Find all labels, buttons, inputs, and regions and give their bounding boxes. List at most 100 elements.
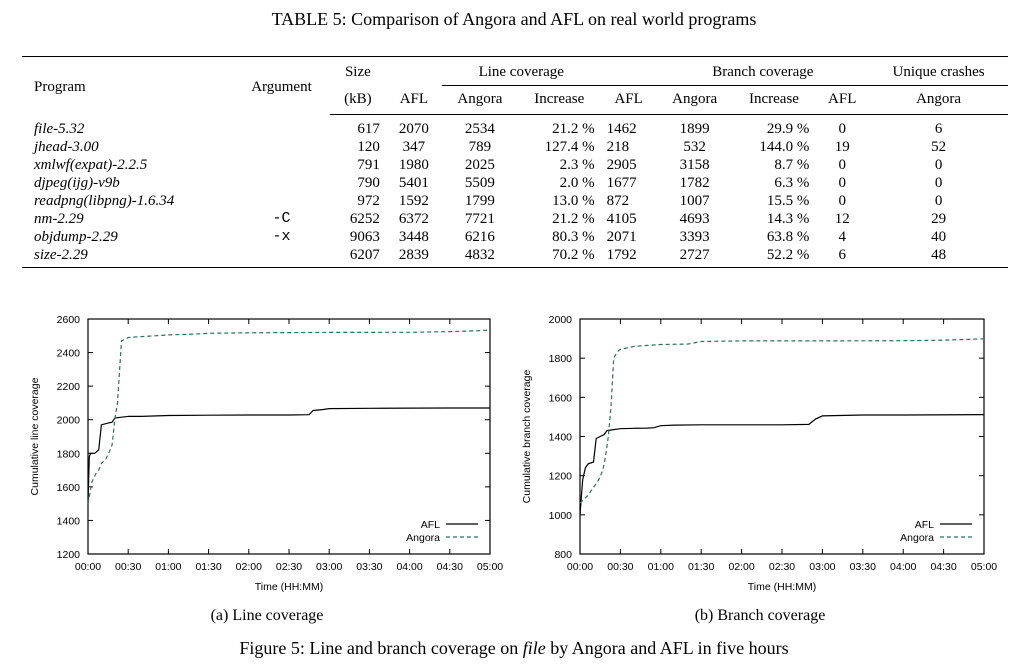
x-tick-label: 00:00	[567, 561, 593, 573]
y-tick-label: 2400	[57, 348, 81, 360]
cell-branch-increase: 29.9 %	[766, 121, 810, 137]
cell-program: objdump-2.29	[34, 229, 118, 245]
cell-line-afl: 6372	[398, 211, 429, 227]
y-tick-label: 2600	[57, 314, 81, 326]
cell-crash-afl: 4	[838, 229, 846, 245]
x-tick-label: 04:30	[930, 561, 956, 573]
cell-line-angora: 5509	[464, 175, 495, 191]
cell-program: djpeg(ijg)-v9b	[34, 175, 120, 191]
y-tick-label: 1400	[57, 515, 81, 527]
results-table: Program Argument Size Line coverage Bran…	[22, 56, 1008, 268]
y-tick-label: 1000	[549, 510, 573, 522]
cell-crash-angora: 0	[934, 193, 943, 209]
x-tick-label: 01:00	[648, 561, 674, 573]
figure-caption: Figure 5: Line and branch coverage on fi…	[0, 638, 1028, 659]
cell-line-increase: 70.2 %	[517, 246, 601, 268]
cell-branch-afl: 872	[606, 193, 630, 209]
cell-crash-angora: 6	[934, 121, 943, 137]
cell-crash-angora: 40	[931, 229, 947, 245]
table-row: file-5.32 617 2070 2534 21.2 % 1462 1899 29.9 %…	[22, 115, 1008, 139]
cell-crash-angora: 52	[931, 139, 947, 155]
cell-size: 790	[357, 175, 380, 191]
cell-argument	[233, 246, 330, 268]
cell-branch-afl: 1462	[606, 121, 637, 137]
header-branch-increase: Increase	[732, 85, 816, 115]
cell-branch-angora: 532	[683, 139, 706, 155]
cell-program: size-2.29	[22, 246, 234, 268]
cell-branch-angora: 1899	[679, 121, 710, 137]
y-axis-label: Cumulative branch coverage	[521, 370, 533, 504]
cell-crash-angora: 29	[931, 211, 947, 227]
cell-line-increase: 21.2 %	[552, 211, 595, 227]
x-axis-label: Time (HH:MM)	[748, 581, 816, 593]
header-size: Size	[329, 56, 386, 86]
header-branch-coverage: Branch coverage	[656, 56, 870, 86]
x-tick-label: 05:00	[477, 561, 503, 573]
cell-crash-afl: 19	[834, 139, 850, 155]
series-line-angora	[579, 338, 985, 504]
series-line-afl	[579, 414, 985, 515]
cell-crash-angora: 0	[934, 175, 943, 191]
cell-branch-increase: 63.8 %	[766, 229, 810, 245]
table-row: readpng(libpng)-1.6.34 972 1592 1799 13.0 % 8…	[22, 192, 1008, 210]
cell-branch-afl: 1792	[600, 246, 657, 268]
x-axis-label: Time (HH:MM)	[255, 581, 323, 593]
cell-branch-increase: 6.3 %	[774, 175, 810, 191]
x-tick-label: 00:30	[607, 561, 633, 573]
x-tick-label: 05:00	[971, 561, 997, 573]
cell-crash-afl: 0	[838, 157, 846, 173]
cell-program: readpng(libpng)-1.6.34	[34, 193, 175, 209]
header-program: Program	[22, 56, 234, 115]
cell-branch-angora: 3158	[679, 157, 710, 173]
cell-line-increase: 13.0 %	[552, 193, 595, 209]
cell-line-angora: 6216	[464, 229, 495, 245]
cell-branch-afl: 2905	[606, 157, 637, 173]
cell-line-angora: 2534	[464, 121, 495, 137]
cell-crash-afl: 0	[838, 175, 846, 191]
figure-caption-suffix: by Angora and AFL in five hours	[545, 638, 789, 658]
x-tick-label: 01:30	[195, 561, 221, 573]
table-row: xmlwf(expat)-2.2.5 791 1980 2025 2.3 % 2905 31…	[22, 156, 1008, 174]
subcaption-b: (b) Branch coverage	[694, 607, 826, 624]
cell-line-angora: 2025	[464, 157, 495, 173]
cell-program: jhead-3.00	[34, 139, 99, 155]
x-tick-label: 01:00	[155, 561, 181, 573]
cell-branch-afl: 1677	[606, 175, 637, 191]
table-row: size-2.29 6207 2839 4832 70.2 % 1792 2727 52.2 …	[22, 246, 1008, 268]
x-tick-label: 04:00	[890, 561, 916, 573]
legend-label-afl: AFL	[421, 519, 440, 531]
cell-line-afl: 3448	[398, 229, 429, 245]
cell-argument: -C	[272, 210, 291, 227]
x-tick-label: 03:30	[850, 561, 876, 573]
y-axis-label: Cumulative line coverage	[29, 377, 41, 495]
table-title: TABLE 5: Comparison of Angora and AFL on…	[271, 9, 757, 29]
header-line-increase: Increase	[517, 85, 601, 115]
cell-line-increase: 2.0 %	[559, 175, 595, 191]
cell-line-angora: 4832	[441, 246, 518, 268]
y-tick-label: 1600	[549, 392, 573, 404]
cell-branch-angora: 4693	[679, 211, 710, 227]
y-tick-label: 2000	[57, 415, 81, 427]
table-row: jhead-3.00 120 347 789 127.4 % 218 532 144.0 % 1…	[22, 138, 1008, 156]
y-tick-label: 1800	[549, 353, 573, 365]
cell-line-angora: 789	[468, 139, 492, 155]
cell-branch-afl: 2071	[606, 229, 637, 245]
x-tick-label: 03:00	[809, 561, 835, 573]
cell-line-afl: 5401	[398, 175, 429, 191]
cell-branch-increase: 14.3 %	[766, 211, 810, 227]
header-branch-afl: AFL	[600, 85, 657, 115]
y-tick-label: 1600	[57, 482, 81, 494]
series-line-afl	[87, 407, 490, 504]
cell-argument	[233, 156, 330, 174]
cell-branch-angora: 2727	[656, 246, 733, 268]
header-branch-angora: Angora	[656, 85, 733, 115]
cell-argument	[233, 174, 330, 192]
cell-branch-increase: 52.2 %	[732, 246, 816, 268]
x-tick-label: 03:30	[356, 561, 382, 573]
cell-argument	[233, 138, 330, 156]
cell-branch-angora: 1782	[679, 175, 710, 191]
cell-line-angora: 1799	[464, 193, 495, 209]
cell-branch-afl: 218	[606, 139, 630, 155]
x-tick-label: 02:00	[236, 561, 262, 573]
cell-program: file-5.32	[34, 120, 85, 137]
